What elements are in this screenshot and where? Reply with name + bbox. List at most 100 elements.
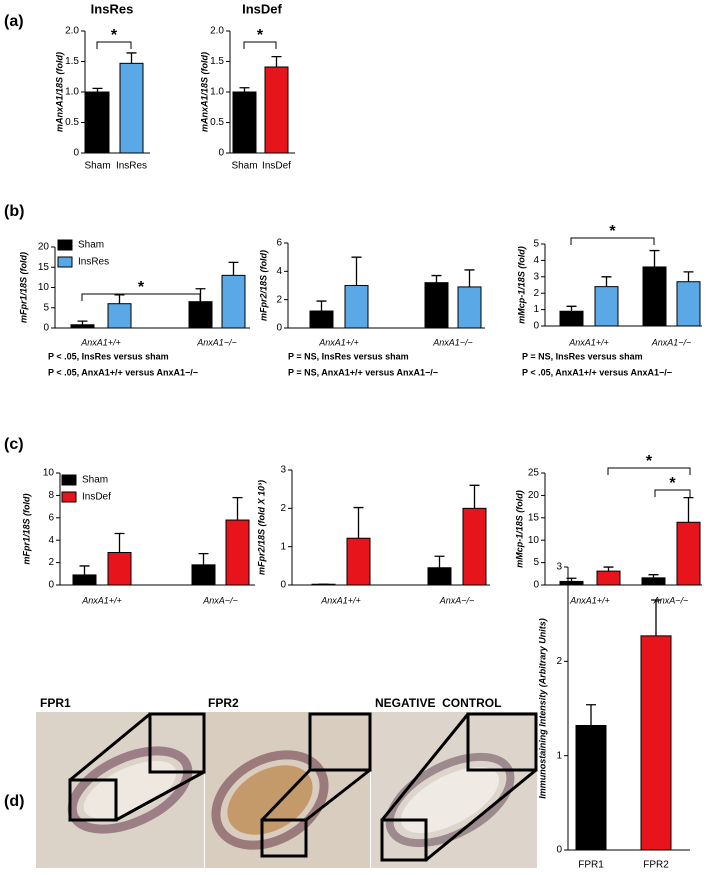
panel-label: (a)	[4, 13, 24, 30]
error-bar	[77, 320, 88, 325]
y-tick-label: 0	[218, 148, 224, 159]
bar	[72, 574, 97, 586]
y-tick-label: 5	[43, 302, 49, 313]
bar	[188, 301, 213, 329]
error-bar	[683, 271, 694, 282]
y-tick-label: 3	[556, 562, 562, 573]
image-label: FPR1	[40, 696, 71, 710]
y-tick-label: 0	[43, 323, 49, 334]
y-tick-label: 1.0	[65, 87, 79, 98]
error-bar	[603, 566, 614, 572]
x-tick-label: AnxA1−/−	[651, 337, 692, 347]
legend-label: InsRes	[78, 257, 109, 268]
y-tick-label: 6	[48, 512, 54, 523]
panel-label: (b)	[4, 203, 24, 220]
y-tick-label: 4	[276, 266, 282, 277]
significance-star: *	[646, 453, 653, 470]
y-axis-label: mAnxA1/18S (fold)	[54, 52, 64, 132]
error-bar	[431, 274, 442, 283]
y-tick-label: 2	[280, 503, 286, 514]
y-tick-label: 0.5	[210, 117, 224, 128]
bar	[221, 274, 246, 329]
y-axis-label: Immunostaining Intensity (Arbitrary Unit…	[537, 618, 547, 799]
error-bar	[271, 55, 282, 67]
error-bar	[464, 269, 475, 287]
bar	[676, 521, 701, 586]
error-bar	[92, 87, 103, 92]
image-label: FPR2	[208, 696, 239, 710]
error-bar	[353, 506, 364, 539]
error-bar	[126, 52, 137, 64]
significance-star: *	[669, 475, 676, 492]
y-axis-label: mMcp-1/18S (fold)	[514, 490, 524, 568]
error-bar	[649, 249, 660, 267]
significance-bracket	[243, 41, 277, 49]
bar	[85, 91, 110, 154]
y-axis-label: mMcp-1/18S (fold)	[516, 246, 526, 324]
bar	[642, 266, 667, 327]
y-tick-label: 0	[533, 580, 539, 591]
bar	[107, 303, 132, 329]
x-tick-label: AnxA1−/−	[196, 337, 237, 347]
error-bar	[648, 574, 659, 578]
legend-swatch	[61, 474, 77, 486]
panel-label: (c)	[4, 436, 24, 453]
bar	[107, 552, 132, 586]
y-tick-label: 2.0	[210, 26, 224, 37]
y-tick-label: 0	[533, 321, 539, 332]
y-axis-label: mFpr1/18S (fold)	[21, 493, 31, 564]
bar	[264, 66, 289, 154]
y-tick-label: 0	[73, 148, 79, 159]
error-bar	[228, 261, 239, 276]
significance-star: *	[111, 27, 118, 44]
x-tick-label: FPR1	[578, 860, 604, 871]
bar	[462, 507, 487, 586]
y-axis-label: mFpr2/18S (fold X 10³)	[256, 480, 266, 575]
x-tick-label: AnxA1+/+	[318, 337, 359, 347]
bar	[641, 577, 666, 586]
y-tick-label: 0	[280, 580, 286, 591]
error-bar	[239, 87, 250, 92]
y-tick-label: 2	[48, 557, 54, 568]
bar	[575, 724, 607, 851]
y-tick-label: 0	[276, 323, 282, 334]
y-tick-label: 15	[38, 262, 50, 273]
significance-bracket	[81, 293, 201, 301]
y-axis-label: mFpr1/18S (fold)	[18, 252, 28, 323]
y-tick-label: 25	[528, 468, 540, 479]
y-tick-label: 20	[528, 490, 540, 501]
x-tick-label: AnxA1+/+	[569, 595, 610, 605]
y-tick-label: 3	[533, 271, 539, 282]
bar	[70, 324, 95, 329]
significance-star: *	[138, 279, 145, 296]
bar	[676, 281, 701, 327]
note: P < .05, AnxA1+/+ versus AnxA1−/−	[48, 367, 198, 377]
error-bar	[601, 276, 612, 287]
error-bar	[79, 565, 90, 575]
y-tick-label: 6	[276, 238, 282, 249]
x-tick-label: AnxA−/−	[439, 595, 475, 605]
legend-swatch	[57, 256, 73, 268]
x-tick-label: AnxA1+/+	[568, 337, 609, 347]
bar	[346, 537, 371, 586]
legend-swatch	[61, 491, 77, 503]
y-axis-label: mAnxA1/18S (fold)	[199, 52, 209, 132]
x-tick-label: InsRes	[116, 161, 147, 172]
error-bar	[232, 496, 243, 521]
y-tick-label: 1	[280, 541, 286, 552]
y-tick-label: 10	[528, 535, 540, 546]
error-bar	[586, 704, 596, 726]
error-bar	[316, 300, 327, 311]
y-tick-label: 8	[48, 490, 54, 501]
legend-label: Sham	[82, 475, 108, 486]
y-tick-label: 2	[276, 294, 282, 305]
x-tick-label: Sham	[84, 161, 110, 172]
y-tick-label: 1	[533, 304, 539, 315]
error-bar	[351, 256, 362, 286]
legend-swatch	[57, 239, 73, 251]
chart-title: InsRes	[91, 1, 134, 16]
note: P = NS, InsRes versus sham	[288, 351, 409, 361]
y-tick-label: 0	[556, 845, 562, 856]
micrographs	[36, 712, 538, 868]
